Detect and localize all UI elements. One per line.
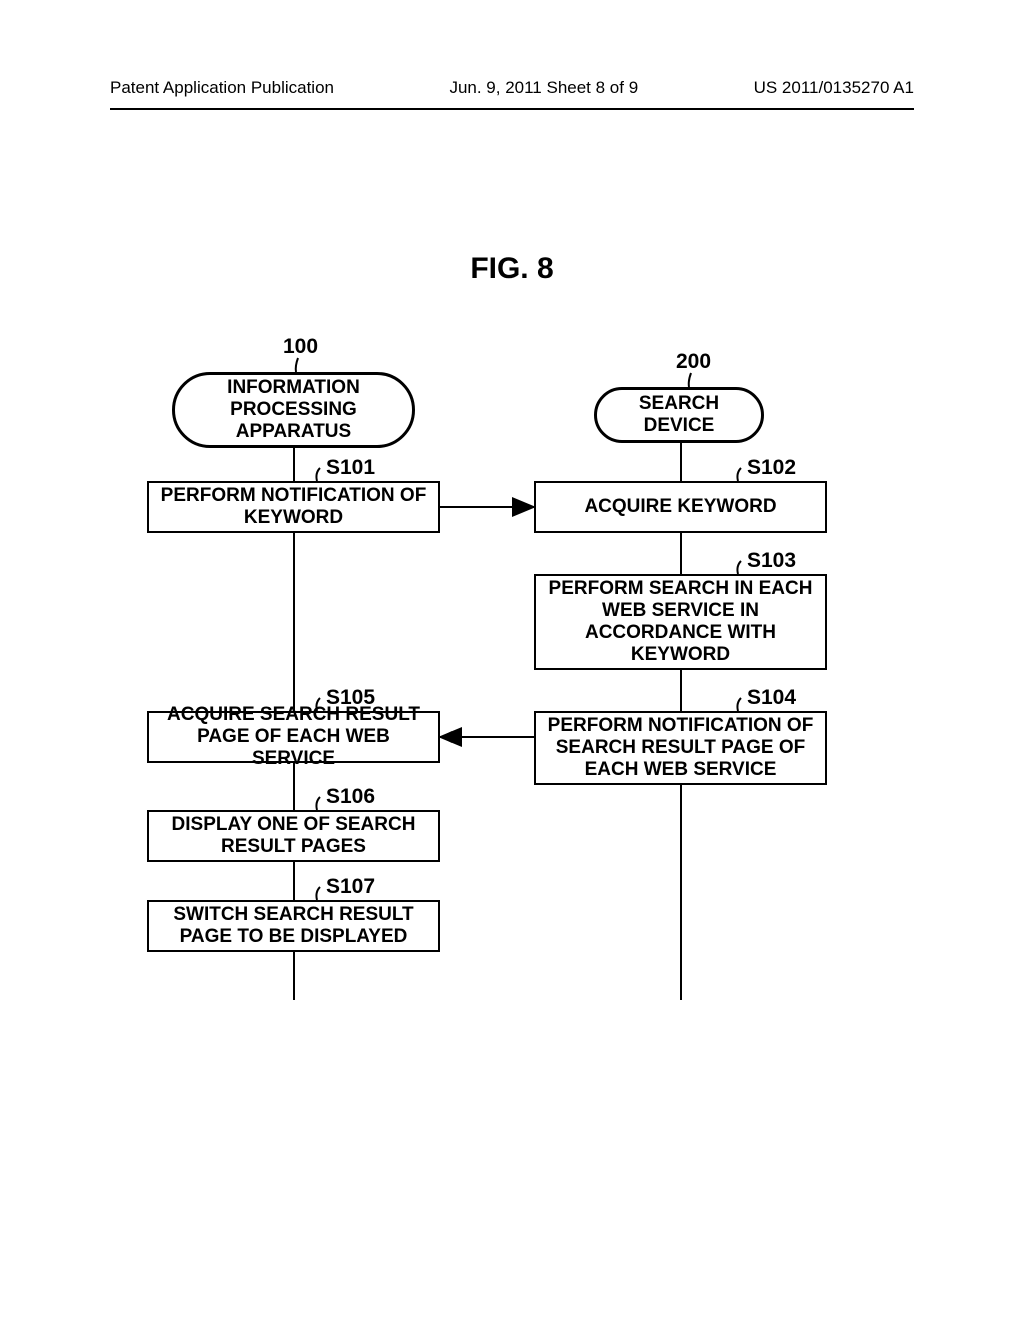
terminator-right: SEARCH DEVICE [594,387,764,443]
ref-s106: S106 [326,785,375,809]
step-s104-text: PERFORM NOTIFICATION OF SEARCH RESULT PA… [548,715,814,781]
ref-200: 200 [676,350,711,374]
step-s106: DISPLAY ONE OF SEARCH RESULT PAGES [147,810,440,862]
step-s101: PERFORM NOTIFICATION OF KEYWORD [147,481,440,533]
figure-title: FIG. 8 [0,252,1024,286]
step-s101-text: PERFORM NOTIFICATION OF KEYWORD [161,485,427,529]
ref-100: 100 [283,335,318,359]
vline-left-5 [293,952,295,1000]
step-s104: PERFORM NOTIFICATION OF SEARCH RESULT PA… [534,711,827,785]
step-s103: PERFORM SEARCH IN EACH WEB SERVICE IN AC… [534,574,827,670]
header-left: Patent Application Publication [110,78,334,98]
header-right: US 2011/0135270 A1 [754,78,914,98]
header-rule [110,108,914,110]
ref-s101: S101 [326,456,375,480]
vline-left-1 [293,448,295,481]
step-s107-text: SWITCH SEARCH RESULT PAGE TO BE DISPLAYE… [173,904,413,948]
terminator-left: INFORMATION PROCESSING APPARATUS [172,372,415,448]
vline-right-1 [680,443,682,481]
header-center: Jun. 9, 2011 Sheet 8 of 9 [449,78,638,98]
ref-s104: S104 [747,686,796,710]
vline-right-3 [680,670,682,711]
step-s103-text: PERFORM SEARCH IN EACH WEB SERVICE IN AC… [549,578,813,665]
step-s106-text: DISPLAY ONE OF SEARCH RESULT PAGES [172,814,416,858]
vline-left-4 [293,862,295,900]
flowchart: 100 200 INFORMATION PROCESSING APPARATUS… [0,320,1024,1020]
step-s107: SWITCH SEARCH RESULT PAGE TO BE DISPLAYE… [147,900,440,952]
vline-right-2 [680,533,682,574]
ref-s103: S103 [747,549,796,573]
terminator-right-text: SEARCH DEVICE [639,393,719,437]
step-s105: ACQUIRE SEARCH RESULT PAGE OF EACH WEB S… [147,711,440,763]
step-s102: ACQUIRE KEYWORD [534,481,827,533]
terminator-left-text: INFORMATION PROCESSING APPARATUS [227,377,360,443]
page-header: Patent Application Publication Jun. 9, 2… [0,78,1024,110]
vline-left-2 [293,533,295,711]
ref-s107: S107 [326,875,375,899]
vline-right-4 [680,785,682,1000]
vline-left-3 [293,763,295,810]
step-s105-text: ACQUIRE SEARCH RESULT PAGE OF EACH WEB S… [157,704,430,770]
step-s102-text: ACQUIRE KEYWORD [584,496,776,518]
ref-s102: S102 [747,456,796,480]
